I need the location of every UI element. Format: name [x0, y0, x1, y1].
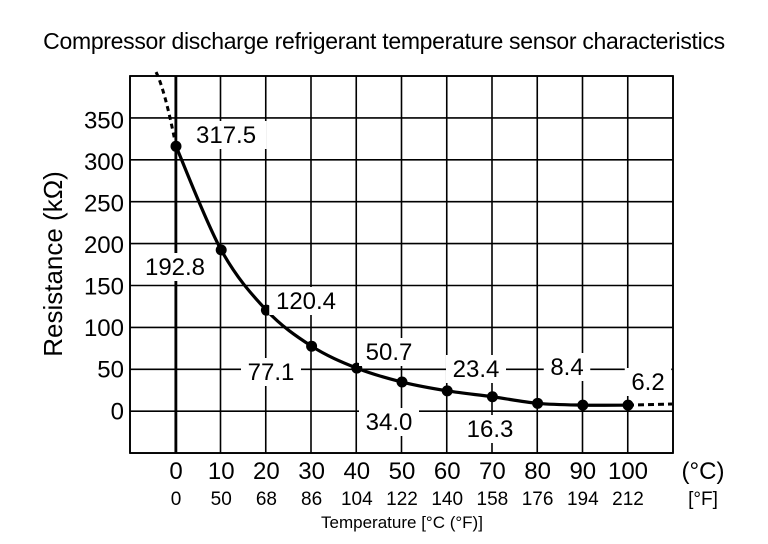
y-tick-label: 50	[97, 357, 124, 384]
data-point	[577, 399, 589, 411]
data-label: 192.8	[145, 254, 205, 281]
data-label-bg	[460, 415, 520, 443]
data-label-bg	[543, 353, 591, 381]
x-tick-label-f: 104	[341, 489, 373, 510]
y-tick-label: 300	[84, 149, 124, 176]
x-tick-label-c: 70	[479, 458, 506, 485]
x-tick-label-c: 90	[569, 458, 596, 485]
x-axis-title: Temperature [°C (°F)]	[321, 513, 483, 532]
data-point	[441, 385, 453, 397]
x-tick-label-f: 0	[171, 489, 182, 510]
y-tick-label: 150	[84, 274, 124, 301]
y-tick-label: 350	[84, 107, 124, 134]
plot-border	[129, 75, 674, 454]
x-tick-label-f: 68	[256, 489, 277, 510]
data-point	[215, 244, 227, 256]
x-tick-label-c: 0	[169, 458, 182, 485]
series-line	[154, 71, 673, 407]
data-label-bg	[241, 358, 301, 386]
x-tick-label-c: 50	[389, 458, 416, 485]
y-tick-label: 100	[84, 315, 124, 342]
data-label: 120.4	[276, 288, 336, 315]
x-tick-label-c: 30	[298, 458, 325, 485]
x-tick-label-f: 50	[211, 489, 232, 510]
x-tick-label-c: 40	[343, 458, 370, 485]
x-tick-label-c: 80	[524, 458, 551, 485]
data-label: 16.3	[467, 416, 514, 443]
data-point	[532, 397, 544, 409]
axis-titles: Resistance (kΩ) Temperature [°C (°F)]	[38, 171, 483, 532]
x-unit-f: [°F]	[688, 489, 718, 510]
y-tick-label: 200	[84, 232, 124, 259]
data-label: 77.1	[248, 359, 295, 386]
x-tick-label-f: 158	[477, 489, 509, 510]
data-point	[396, 376, 408, 388]
data-point	[170, 140, 182, 152]
series-extension-left	[154, 71, 178, 147]
x-tick-label-f: 176	[522, 489, 554, 510]
data-point	[260, 304, 272, 316]
y-axis-title: Resistance (kΩ)	[38, 171, 68, 357]
data-label-bg	[359, 338, 419, 366]
x-tick-label-c: 20	[253, 458, 280, 485]
x-tick-label-f: 194	[567, 489, 599, 510]
data-labels: 317.5 192.8 120.4 77.1 50.7 34.0 23.4 16.3 8.4 6.…	[138, 121, 672, 443]
data-label: 23.4	[453, 356, 500, 383]
chart-title: Compressor discharge refrigerant tempera…	[43, 28, 725, 54]
data-label-bg	[193, 121, 267, 149]
y-tick-label: 0	[111, 398, 124, 425]
series-curve	[174, 145, 629, 407]
data-label-bg	[359, 408, 419, 436]
data-point	[486, 391, 498, 403]
data-label: 34.0	[366, 409, 413, 436]
x-tick-label-f: 122	[386, 489, 418, 510]
x-unit-c: (°C)	[682, 458, 725, 485]
data-point	[622, 399, 634, 411]
data-label: 317.5	[196, 122, 256, 149]
y-tick-labels: 350 300 250 200 150 100 50 0	[84, 107, 124, 425]
x-tick-label-c: 60	[434, 458, 461, 485]
x-tick-label-f: 212	[612, 489, 644, 510]
data-label: 50.7	[366, 339, 413, 366]
data-label-bg	[138, 253, 212, 281]
data-label: 6.2	[631, 369, 664, 396]
x-tick-label-c: 10	[208, 458, 235, 485]
data-label-bg	[624, 368, 672, 396]
data-label-bg	[446, 355, 506, 383]
series-extension-right	[627, 402, 673, 407]
data-points	[170, 140, 634, 411]
data-label: 8.4	[550, 354, 583, 381]
y-tick-label: 250	[84, 190, 124, 217]
x-tick-label-f: 86	[301, 489, 322, 510]
x-tick-label-c: 100	[608, 458, 648, 485]
data-label-bg	[269, 287, 343, 315]
data-point	[306, 340, 318, 352]
x-tick-labels: 0 0 10 50 20 68 30 86 40 104 50 122 60 140 70 158 80 176 9…	[169, 458, 724, 510]
x-tick-label-f: 140	[431, 489, 463, 510]
